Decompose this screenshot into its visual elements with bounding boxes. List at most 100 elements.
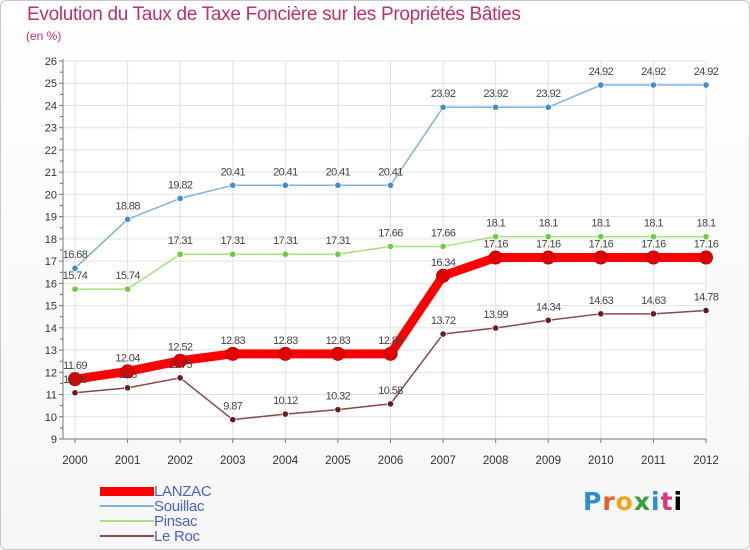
data-point-le-roc <box>71 389 79 397</box>
legend-label: Pinsac <box>154 513 198 530</box>
data-point-lanzac <box>120 364 135 379</box>
data-label-pinsac: 18.1 <box>644 218 663 230</box>
data-label-lanzac: 17.16 <box>694 239 719 251</box>
data-label-lanzac: 12.83 <box>378 335 403 347</box>
y-tick-label: 21 <box>45 167 57 179</box>
y-tick-label: 16 <box>45 278 57 290</box>
legend-label: Le Roc <box>154 528 200 545</box>
data-point-le-roc <box>229 416 237 424</box>
y-tick-label: 15 <box>45 301 57 313</box>
data-label-lanzac: 12.83 <box>326 335 351 347</box>
y-tick-label: 18 <box>45 234 57 246</box>
data-point-pinsac <box>123 285 132 293</box>
y-tick-label: 19 <box>45 212 57 224</box>
data-label-pinsac: 18.1 <box>486 218 505 230</box>
data-point-le-roc <box>649 310 658 318</box>
data-label-lanzac: 16.34 <box>431 257 456 269</box>
data-point-le-roc <box>176 374 184 382</box>
data-point-souillac <box>597 81 605 89</box>
logo-letter: x <box>633 487 651 516</box>
x-tick-label: 2011 <box>641 455 666 467</box>
data-label-pinsac: 17.66 <box>431 227 456 239</box>
data-label-souillac: 24.92 <box>589 66 614 78</box>
data-label-souillac: 23.92 <box>483 88 508 100</box>
plot-area <box>63 61 706 439</box>
data-point-le-roc <box>281 410 289 418</box>
data-point-lanzac <box>699 250 713 265</box>
y-tick-label: 13 <box>45 345 57 357</box>
data-label-le-roc: 11.3 <box>118 369 137 381</box>
data-point-lanzac <box>541 250 556 265</box>
data-point-pinsac <box>702 233 710 241</box>
data-label-le-roc: 11.08 <box>63 374 87 386</box>
x-tick-label: 2006 <box>378 455 404 467</box>
data-point-pinsac <box>229 250 237 258</box>
y-tick-label: 24 <box>45 100 57 112</box>
data-point-souillac <box>386 181 395 189</box>
data-label-le-roc: 13.72 <box>431 315 456 327</box>
logo-letter: i <box>673 487 684 516</box>
data-label-pinsac: 18.1 <box>696 218 715 230</box>
x-tick-label: 2005 <box>325 455 351 467</box>
y-tick-label: 11 <box>46 390 57 402</box>
data-point-pinsac <box>649 233 658 241</box>
data-point-lanzac <box>488 250 503 265</box>
chart-title: Evolution du Taux de Taxe Foncière sur l… <box>27 4 521 25</box>
data-label-le-roc: 11.75 <box>168 359 192 371</box>
legend-label: LANZAC <box>154 483 212 500</box>
data-point-le-roc <box>334 406 342 414</box>
data-label-souillac: 18.88 <box>115 200 140 212</box>
data-label-pinsac: 17.31 <box>168 235 193 247</box>
x-tick-label: 2004 <box>273 455 299 467</box>
data-label-pinsac: 15.74 <box>63 270 88 282</box>
x-tick-label: 2001 <box>115 455 141 467</box>
data-label-lanzac: 12.83 <box>273 335 298 347</box>
data-label-lanzac: 12.83 <box>220 335 245 347</box>
data-point-lanzac <box>68 372 82 387</box>
data-label-lanzac: 17.16 <box>641 239 666 251</box>
data-label-pinsac: 18.1 <box>591 218 610 230</box>
data-label-lanzac: 17.16 <box>589 239 614 251</box>
data-point-pinsac <box>176 250 184 258</box>
legend-swatch <box>100 535 154 537</box>
data-label-le-roc: 10.32 <box>326 391 351 403</box>
data-label-souillac: 19.82 <box>168 179 193 191</box>
data-point-souillac <box>492 103 500 111</box>
x-tick-label: 2007 <box>430 455 456 467</box>
y-tick-label: 9 <box>51 434 57 446</box>
data-label-lanzac: 17.16 <box>536 239 561 251</box>
logo-letter: o <box>615 487 634 516</box>
data-label-pinsac: 17.31 <box>326 235 351 247</box>
data-label-souillac: 20.41 <box>220 166 245 178</box>
data-label-pinsac: 17.31 <box>273 235 298 247</box>
data-point-pinsac <box>492 233 500 241</box>
data-label-lanzac: 17.16 <box>483 239 508 251</box>
data-point-pinsac <box>386 242 395 251</box>
unit-label: (en %) <box>26 29 62 43</box>
data-point-souillac <box>334 181 342 189</box>
data-label-souillac: 24.92 <box>641 66 666 78</box>
data-point-souillac <box>439 103 447 111</box>
chart-plot: 9 10 11 12 13 14 15 16 17 18 19 20 21 22 23 24 25 26 2000 2… <box>45 56 720 467</box>
data-label-souillac: 20.41 <box>378 166 403 178</box>
data-point-le-roc <box>123 384 132 392</box>
data-point-le-roc <box>492 324 500 332</box>
y-tick-label: 23 <box>45 123 57 135</box>
data-point-souillac <box>229 181 237 189</box>
data-point-souillac <box>649 81 658 89</box>
data-point-lanzac <box>646 250 661 265</box>
y-tick-label: 25 <box>45 78 57 90</box>
x-tick-label: 2010 <box>588 455 614 467</box>
data-label-lanzac: 12.04 <box>115 352 140 364</box>
x-tick-label: 2008 <box>483 455 509 467</box>
y-tick-label: 17 <box>45 256 57 268</box>
logo-letter: P <box>583 487 603 516</box>
data-point-souillac <box>281 181 289 189</box>
data-label-le-roc: 10.58 <box>378 385 403 397</box>
y-tick-label: 10 <box>45 412 57 424</box>
data-point-pinsac <box>281 250 289 258</box>
logo-letter: r <box>602 487 616 516</box>
data-point-souillac <box>702 81 710 89</box>
data-point-pinsac <box>71 285 79 293</box>
data-label-lanzac: 11.69 <box>63 360 87 372</box>
